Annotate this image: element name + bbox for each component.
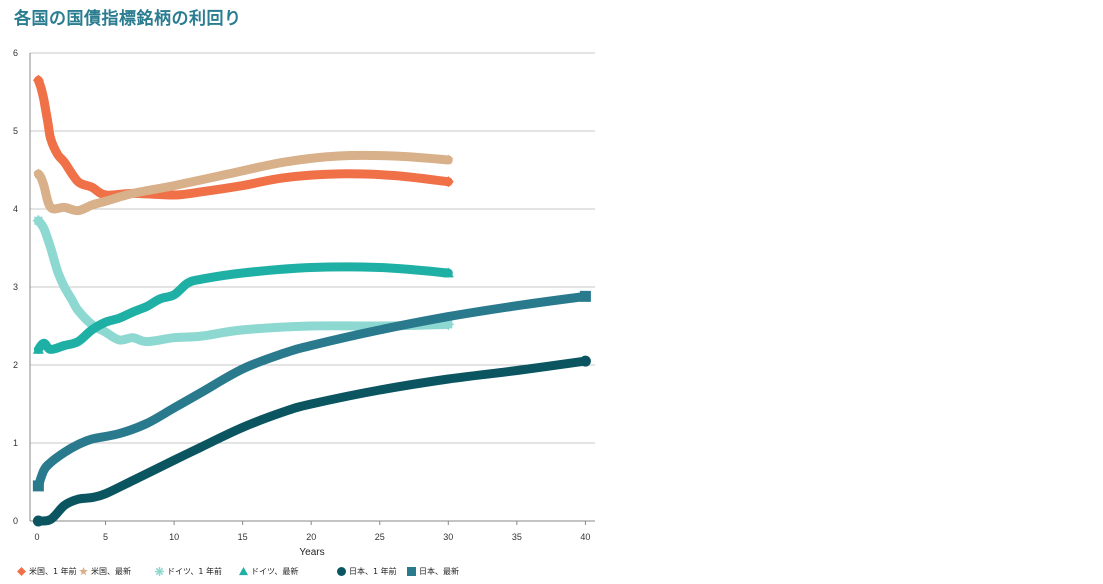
legend-item: 米国、最新 xyxy=(78,566,131,577)
legend-item: ドイツ、1 年前 xyxy=(154,566,222,577)
grid-lines xyxy=(30,52,595,522)
y-tick-label: 6 xyxy=(13,48,18,58)
series-line xyxy=(33,291,590,491)
data-point-marker xyxy=(32,515,44,527)
data-point-marker xyxy=(32,74,44,86)
series-line xyxy=(33,150,453,216)
x-tick-label: 35 xyxy=(512,532,522,542)
data-point-marker xyxy=(32,343,44,354)
series-line xyxy=(33,75,453,200)
series-diamond xyxy=(32,74,454,200)
legend-item: 日本、1 年前 xyxy=(336,566,397,577)
x-axis-label: Years xyxy=(299,547,324,558)
star-marker-icon xyxy=(79,567,88,576)
series-line xyxy=(33,216,453,347)
x-tick-label: 5 xyxy=(103,532,108,542)
chart-title: 各国の国債指標銘柄の利回り xyxy=(14,9,242,29)
data-point-marker xyxy=(32,480,44,492)
data-point-marker xyxy=(442,176,454,188)
legend-item: ドイツ、最新 xyxy=(238,566,298,577)
legend-item: 米国、1 年前 xyxy=(16,566,77,577)
data-point-marker xyxy=(33,168,44,179)
y-tick-label: 5 xyxy=(13,126,18,136)
x-tick-label: 40 xyxy=(580,532,590,542)
legend-label: 日本、1 年前 xyxy=(349,567,397,576)
axes: 0 1 2 3 4 5 6 0 5 10 15 20 25 30 35 40 xyxy=(13,48,590,542)
circle-marker-icon xyxy=(337,567,346,576)
series-asterisk xyxy=(32,215,454,347)
series-line xyxy=(33,356,590,526)
data-point-marker xyxy=(442,267,454,278)
series-line xyxy=(33,262,453,354)
asterisk-marker-icon xyxy=(155,567,164,576)
x-tick-label: 25 xyxy=(375,532,385,542)
legend-label: ドイツ、最新 xyxy=(251,567,299,576)
data-point-marker xyxy=(443,154,454,165)
x-tick-label: 0 xyxy=(34,532,39,542)
series-star xyxy=(33,150,454,216)
chart-legend: 米国、1 年前 米国、最新 ドイツ、1 年前 ドイツ、最新 日本、1 年前 日本、最新 xyxy=(16,566,616,582)
x-tick-label: 10 xyxy=(169,532,179,542)
y-tick-label: 1 xyxy=(13,438,18,448)
x-tick-label: 20 xyxy=(306,532,316,542)
x-tick-label: 30 xyxy=(443,532,453,542)
legend-label: 日本、最新 xyxy=(419,567,459,576)
diamond-marker-icon xyxy=(17,567,26,576)
series-circle xyxy=(32,355,591,527)
y-tick-label: 3 xyxy=(13,282,18,292)
data-point-marker xyxy=(579,355,591,367)
series-square xyxy=(32,290,591,492)
data-point-marker xyxy=(32,215,44,227)
x-tick-label: 15 xyxy=(238,532,248,542)
square-marker-icon xyxy=(407,567,416,576)
series-lines xyxy=(32,74,591,527)
legend-label: ドイツ、1 年前 xyxy=(167,567,222,576)
y-tick-label: 2 xyxy=(13,360,18,370)
y-tick-label: 4 xyxy=(13,204,18,214)
series-triangle xyxy=(32,262,454,354)
y-tick-label: 0 xyxy=(13,516,18,526)
legend-label: 米国、最新 xyxy=(91,567,131,576)
data-point-marker xyxy=(579,290,591,302)
legend-item: 日本、最新 xyxy=(406,566,459,577)
legend-label: 米国、1 年前 xyxy=(29,567,77,576)
triangle-marker-icon xyxy=(239,567,248,576)
